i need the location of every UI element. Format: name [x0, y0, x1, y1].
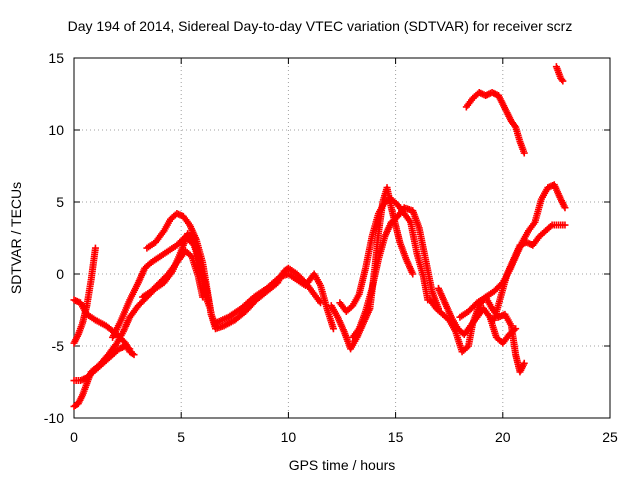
x-tick-labels: 0 5 10 15 20 25 — [70, 429, 618, 445]
data-point — [329, 325, 337, 333]
data-point — [130, 351, 138, 359]
series-arc-n — [456, 181, 569, 321]
y-tick-label: -10 — [44, 410, 64, 426]
chart-title: Day 194 of 2014, Sidereal Day-to-day VTE… — [67, 18, 573, 34]
y-axis-label: SDTVAR / TECUs — [8, 181, 24, 295]
series-arc-d — [70, 244, 99, 347]
grid-lines — [74, 58, 610, 418]
y-tick-label: -5 — [52, 338, 65, 354]
data-point — [512, 325, 520, 333]
data-point — [520, 149, 528, 157]
plot-frame — [73, 57, 611, 419]
series-arc-q — [552, 63, 567, 85]
data-point — [559, 77, 567, 85]
data-point — [126, 345, 134, 353]
data-markers — [70, 63, 569, 410]
y-tick-label: 0 — [56, 266, 64, 282]
series-arc-f — [139, 247, 207, 301]
series-arc-j — [336, 195, 432, 315]
y-tick-label: 10 — [48, 122, 64, 138]
x-tick-label: 25 — [602, 429, 618, 445]
x-axis-label: GPS time / hours — [288, 457, 396, 473]
data-point — [129, 350, 137, 358]
series-arc-m — [434, 284, 520, 347]
y-tick-labels: -10 -5 0 5 10 15 — [44, 50, 64, 426]
x-tick-label: 5 — [177, 429, 185, 445]
data-point — [409, 270, 417, 278]
series-arc-o — [490, 221, 569, 324]
axis-ticks — [73, 57, 611, 419]
data-point — [124, 344, 132, 352]
x-tick-label: 10 — [281, 429, 297, 445]
data-point — [561, 221, 569, 229]
y-tick-label: 5 — [56, 194, 64, 210]
data-point — [561, 204, 569, 212]
x-tick-label: 15 — [388, 429, 404, 445]
series-arc-h — [212, 270, 337, 333]
series-arc-p — [462, 89, 528, 157]
x-tick-label: 20 — [495, 429, 511, 445]
data-point — [520, 359, 528, 367]
series-arc-k — [349, 204, 442, 341]
data-point — [91, 244, 99, 252]
y-tick-label: 15 — [48, 50, 64, 66]
x-tick-label: 0 — [70, 429, 78, 445]
data-point — [558, 76, 566, 84]
